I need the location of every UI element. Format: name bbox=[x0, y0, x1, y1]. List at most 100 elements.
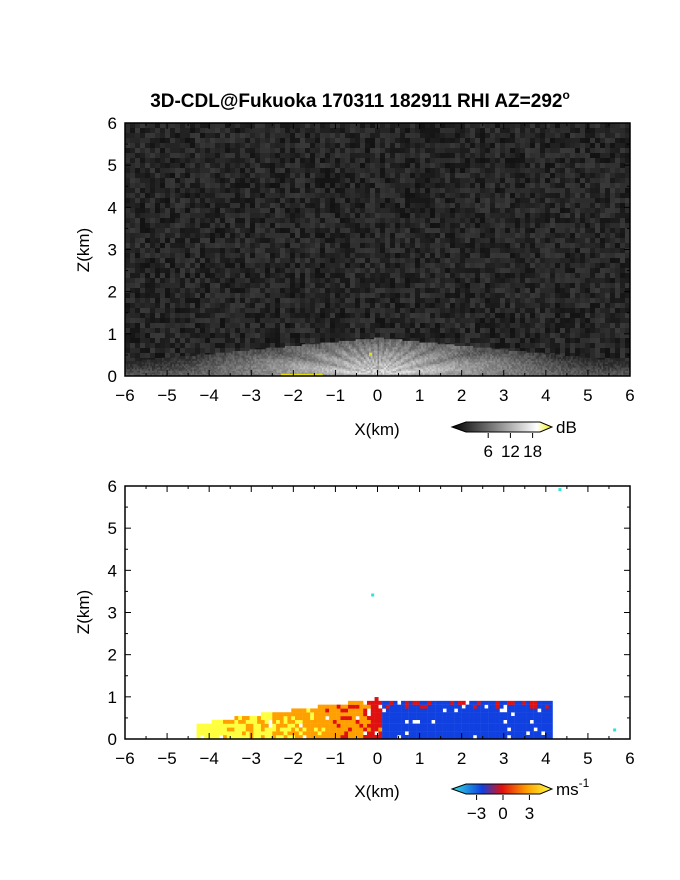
noise-cell bbox=[280, 203, 285, 208]
noise-cell bbox=[430, 243, 435, 248]
noise-cell bbox=[175, 173, 180, 178]
noise-cell bbox=[280, 278, 285, 283]
noise-cell bbox=[615, 358, 620, 363]
noise-cell bbox=[190, 293, 195, 298]
noise-cell bbox=[155, 293, 160, 298]
noise-cell bbox=[310, 308, 315, 313]
noise-cell bbox=[580, 348, 585, 353]
noise-cell bbox=[260, 273, 265, 278]
noise-cell bbox=[260, 123, 265, 128]
noise-cell bbox=[560, 123, 565, 128]
noise-cell bbox=[590, 353, 595, 358]
noise-cell bbox=[455, 173, 460, 178]
noise-cell bbox=[590, 148, 595, 153]
noise-cell bbox=[340, 268, 345, 273]
noise-cell bbox=[315, 233, 320, 238]
noise-cell bbox=[325, 268, 330, 273]
noise-cell bbox=[145, 238, 150, 243]
noise-cell bbox=[210, 213, 215, 218]
noise-cell bbox=[185, 343, 190, 348]
noise-cell bbox=[575, 123, 580, 128]
noise-cell bbox=[175, 343, 180, 348]
noise-cell bbox=[505, 238, 510, 243]
noise-cell bbox=[585, 298, 590, 303]
noise-cell bbox=[300, 138, 305, 143]
noise-cell bbox=[495, 273, 500, 278]
noise-cell bbox=[605, 173, 610, 178]
noise-cell bbox=[590, 308, 595, 313]
noise-cell bbox=[470, 238, 475, 243]
noise-cell bbox=[180, 353, 185, 358]
noise-cell bbox=[560, 318, 565, 323]
noise-cell bbox=[525, 148, 530, 153]
noise-cell bbox=[325, 323, 330, 328]
noise-cell bbox=[475, 288, 480, 293]
noise-cell bbox=[185, 208, 190, 213]
noise-cell bbox=[255, 163, 260, 168]
noise-cell bbox=[490, 243, 495, 248]
noise-cell bbox=[510, 243, 515, 248]
noise-cell bbox=[620, 253, 625, 258]
noise-cell bbox=[195, 348, 200, 353]
noise-cell bbox=[375, 298, 380, 303]
noise-cell bbox=[160, 248, 165, 253]
noise-cell bbox=[500, 273, 505, 278]
noise-cell bbox=[465, 208, 470, 213]
noise-cell bbox=[170, 138, 175, 143]
noise-cell bbox=[375, 148, 380, 153]
noise-cell bbox=[300, 163, 305, 168]
noise-cell bbox=[500, 143, 505, 148]
noise-cell bbox=[470, 248, 475, 253]
noise-cell bbox=[335, 318, 340, 323]
noise-cell bbox=[285, 238, 290, 243]
noise-cell bbox=[415, 203, 420, 208]
noise-cell bbox=[145, 288, 150, 293]
noise-cell bbox=[615, 263, 620, 268]
noise-cell bbox=[270, 183, 275, 188]
noise-cell bbox=[430, 143, 435, 148]
noise-cell bbox=[405, 278, 410, 283]
noise-cell bbox=[595, 133, 600, 138]
noise-cell bbox=[360, 318, 365, 323]
noise-cell bbox=[240, 278, 245, 283]
noise-cell bbox=[475, 203, 480, 208]
noise-cell bbox=[425, 283, 430, 288]
noise-cell bbox=[180, 203, 185, 208]
noise-cell bbox=[170, 353, 175, 358]
noise-cell bbox=[560, 143, 565, 148]
noise-cell bbox=[535, 213, 540, 218]
noise-cell bbox=[250, 133, 255, 138]
noise-cell bbox=[380, 153, 385, 158]
noise-cell bbox=[390, 283, 395, 288]
noise-cell bbox=[335, 223, 340, 228]
noise-cell bbox=[235, 293, 240, 298]
noise-cell bbox=[220, 303, 225, 308]
noise-cell bbox=[380, 308, 385, 313]
noise-cell bbox=[550, 243, 555, 248]
noise-cell bbox=[455, 258, 460, 263]
noise-cell bbox=[390, 213, 395, 218]
noise-cell bbox=[605, 313, 610, 318]
noise-cell bbox=[520, 123, 525, 128]
noise-cell bbox=[545, 313, 550, 318]
noise-cell bbox=[180, 348, 185, 353]
noise-cell bbox=[165, 233, 170, 238]
noise-cell bbox=[295, 178, 300, 183]
noise-cell bbox=[545, 283, 550, 288]
noise-cell bbox=[175, 123, 180, 128]
noise-cell bbox=[310, 248, 315, 253]
noise-cell bbox=[445, 123, 450, 128]
noise-cell bbox=[260, 213, 265, 218]
noise-cell bbox=[600, 288, 605, 293]
noise-cell bbox=[575, 173, 580, 178]
noise-cell bbox=[175, 323, 180, 328]
noise-cell bbox=[625, 193, 630, 198]
noise-cell bbox=[180, 238, 185, 243]
noise-cell bbox=[130, 308, 135, 313]
noise-cell bbox=[150, 303, 155, 308]
noise-cell bbox=[590, 318, 595, 323]
noise-cell bbox=[450, 288, 455, 293]
noise-cell bbox=[130, 233, 135, 238]
noise-cell bbox=[465, 308, 470, 313]
noise-cell bbox=[595, 318, 600, 323]
